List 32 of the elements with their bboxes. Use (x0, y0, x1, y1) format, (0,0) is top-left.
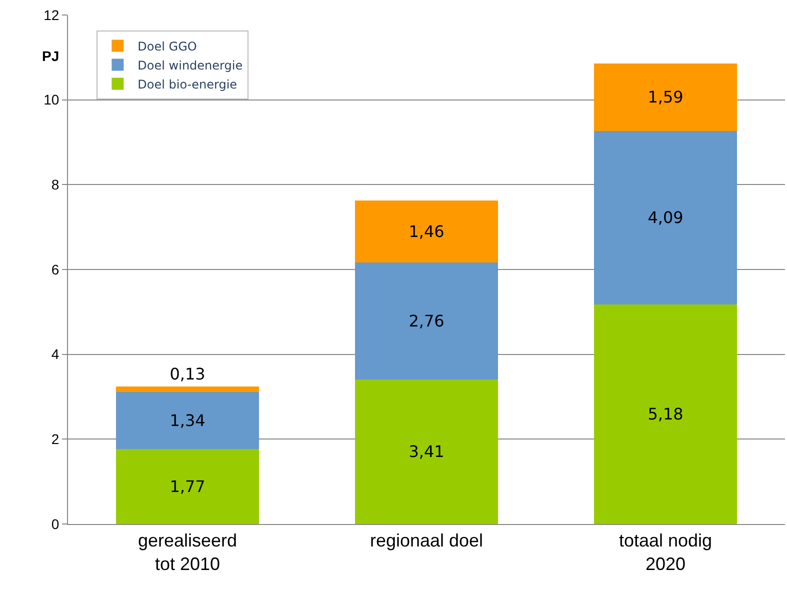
data-label: 1,46 (408, 222, 444, 241)
bar (116, 448, 260, 524)
y-tick-label: 2 (51, 431, 60, 448)
legend-label: Doel GGO (138, 39, 197, 54)
data-label: 1,59 (648, 88, 684, 107)
data-label: 1,34 (170, 411, 206, 430)
x-tick-label: totaal nodig 2020 (618, 530, 712, 574)
bar (594, 304, 738, 524)
bar (594, 130, 738, 304)
data-label: 4,09 (648, 208, 684, 228)
y-tick-label: 4 (51, 346, 60, 362)
bar (354, 262, 498, 380)
x-tick-label: regionaal doel (370, 530, 484, 551)
bar (116, 392, 260, 449)
y-tick-label: 12 (44, 6, 60, 23)
bar (116, 386, 260, 392)
bar (594, 63, 738, 131)
data-label: 3,41 (408, 442, 444, 462)
data-label: 0,13 (170, 364, 206, 384)
y-tick-label: 8 (51, 176, 60, 193)
legend-label: Doel windenergie (138, 58, 243, 72)
data-label: 2,76 (408, 311, 444, 330)
y-tick-label: 0 (51, 516, 60, 532)
x-tick-label: gerealiseerd tot 2010 (138, 530, 238, 574)
data-label: 1,77 (170, 476, 206, 496)
y-axis-title: PJ (42, 48, 60, 64)
bar (354, 200, 498, 262)
data-label: 5,18 (648, 404, 684, 424)
legend-label: Doel bio-energie (138, 77, 238, 92)
bar (354, 379, 498, 524)
y-tick-label: 10 (44, 92, 60, 108)
y-tick-label: 6 (51, 261, 60, 278)
